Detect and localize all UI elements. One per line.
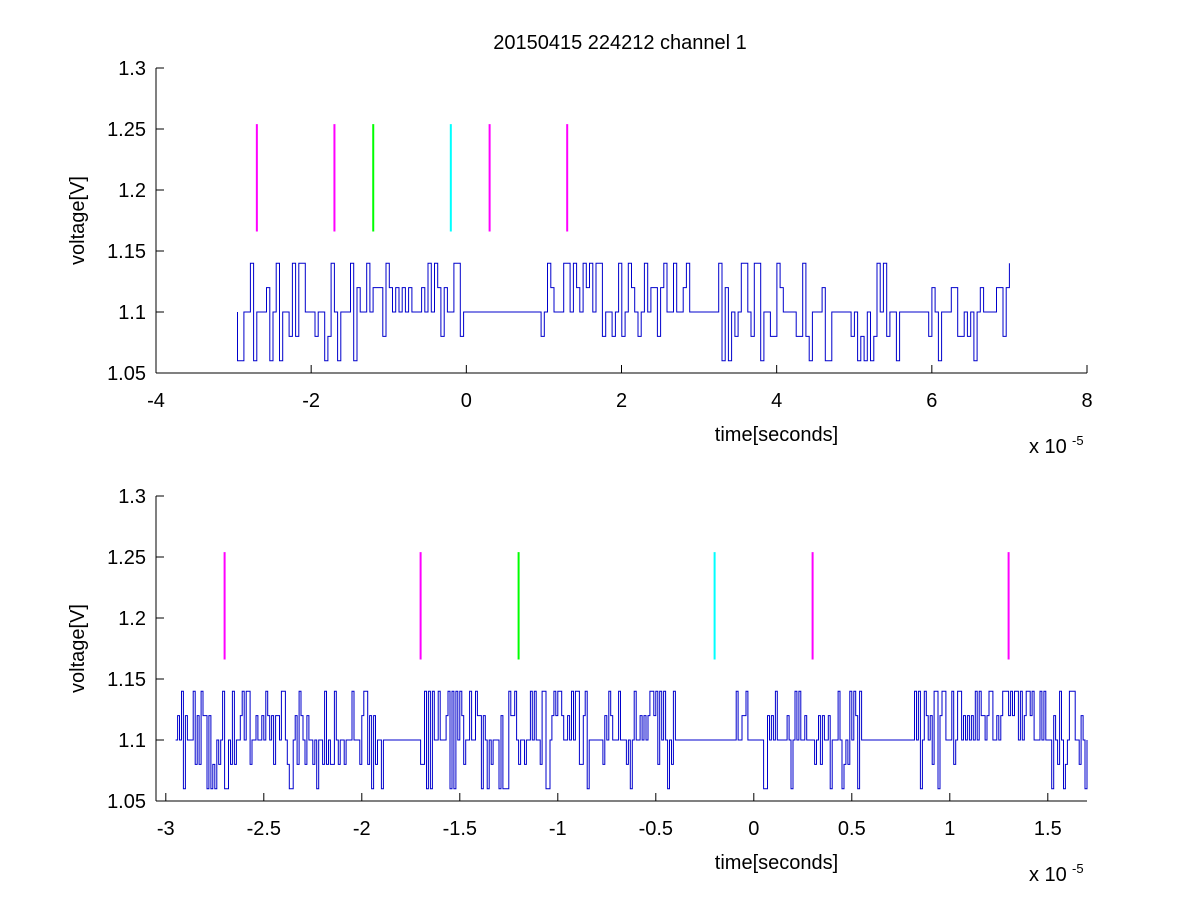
y-tick-label: 1.2 [118,180,146,202]
y-tick-label: 1.25 [107,547,146,569]
x-tick-label: 2 [616,390,627,412]
x-tick-label: 6 [926,390,937,412]
y-tick-label: 1.1 [118,730,146,752]
x-tick-label: -1 [549,818,567,840]
x-tick-label: 0 [461,390,472,412]
x-exponent-power: -5 [1072,433,1084,448]
x-axis-label: time[seconds] [715,852,838,874]
y-axis-label: voltage[V] [67,604,89,693]
x-tick-label: 1.5 [1034,818,1062,840]
y-tick-label: 1.25 [107,119,146,141]
x-exponent-label: x 10 [1029,436,1067,458]
x-axis-label: time[seconds] [715,424,838,446]
y-tick-label: 1.05 [107,363,146,385]
y-tick-label: 1.3 [118,58,146,80]
x-tick-label: -2 [353,818,371,840]
x-tick-label: 4 [771,390,782,412]
x-tick-label: -3 [157,818,175,840]
y-tick-label: 1.3 [118,486,146,508]
y-tick-label: 1.15 [107,241,146,263]
y-tick-label: 1.1 [118,302,146,324]
y-tick-label: 1.05 [107,791,146,813]
x-tick-label: 8 [1081,390,1092,412]
x-tick-label: -0.5 [639,818,673,840]
x-exponent-label: x 10 [1029,864,1067,886]
y-tick-label: 1.15 [107,669,146,691]
x-tick-label: -1.5 [443,818,477,840]
x-tick-label: -4 [147,390,165,412]
y-axis-label: voltage[V] [67,176,89,265]
y-tick-label: 1.2 [118,608,146,630]
x-tick-label: -2 [302,390,320,412]
signal-series-line [237,262,1010,362]
x-tick-label: 0.5 [838,818,866,840]
x-exponent-power: -5 [1072,861,1084,876]
figure-title: 20150415 224212 channel 1 [493,32,747,54]
subplot-top: 1.05 1.1 1.15 1.2 1.25 1.3 -4 -2 0 2 4 6 8 time[secon… [67,58,1093,458]
subplot-bottom: 1.05 1.1 1.15 1.2 1.25 1.3 -3 -2.5 -2 -1.5 -1 -0.5 0… [67,486,1088,886]
x-tick-label: 0 [748,818,759,840]
x-tick-label: -2.5 [247,818,281,840]
x-tick-label: 1 [944,818,955,840]
signal-series-line [175,690,1088,790]
